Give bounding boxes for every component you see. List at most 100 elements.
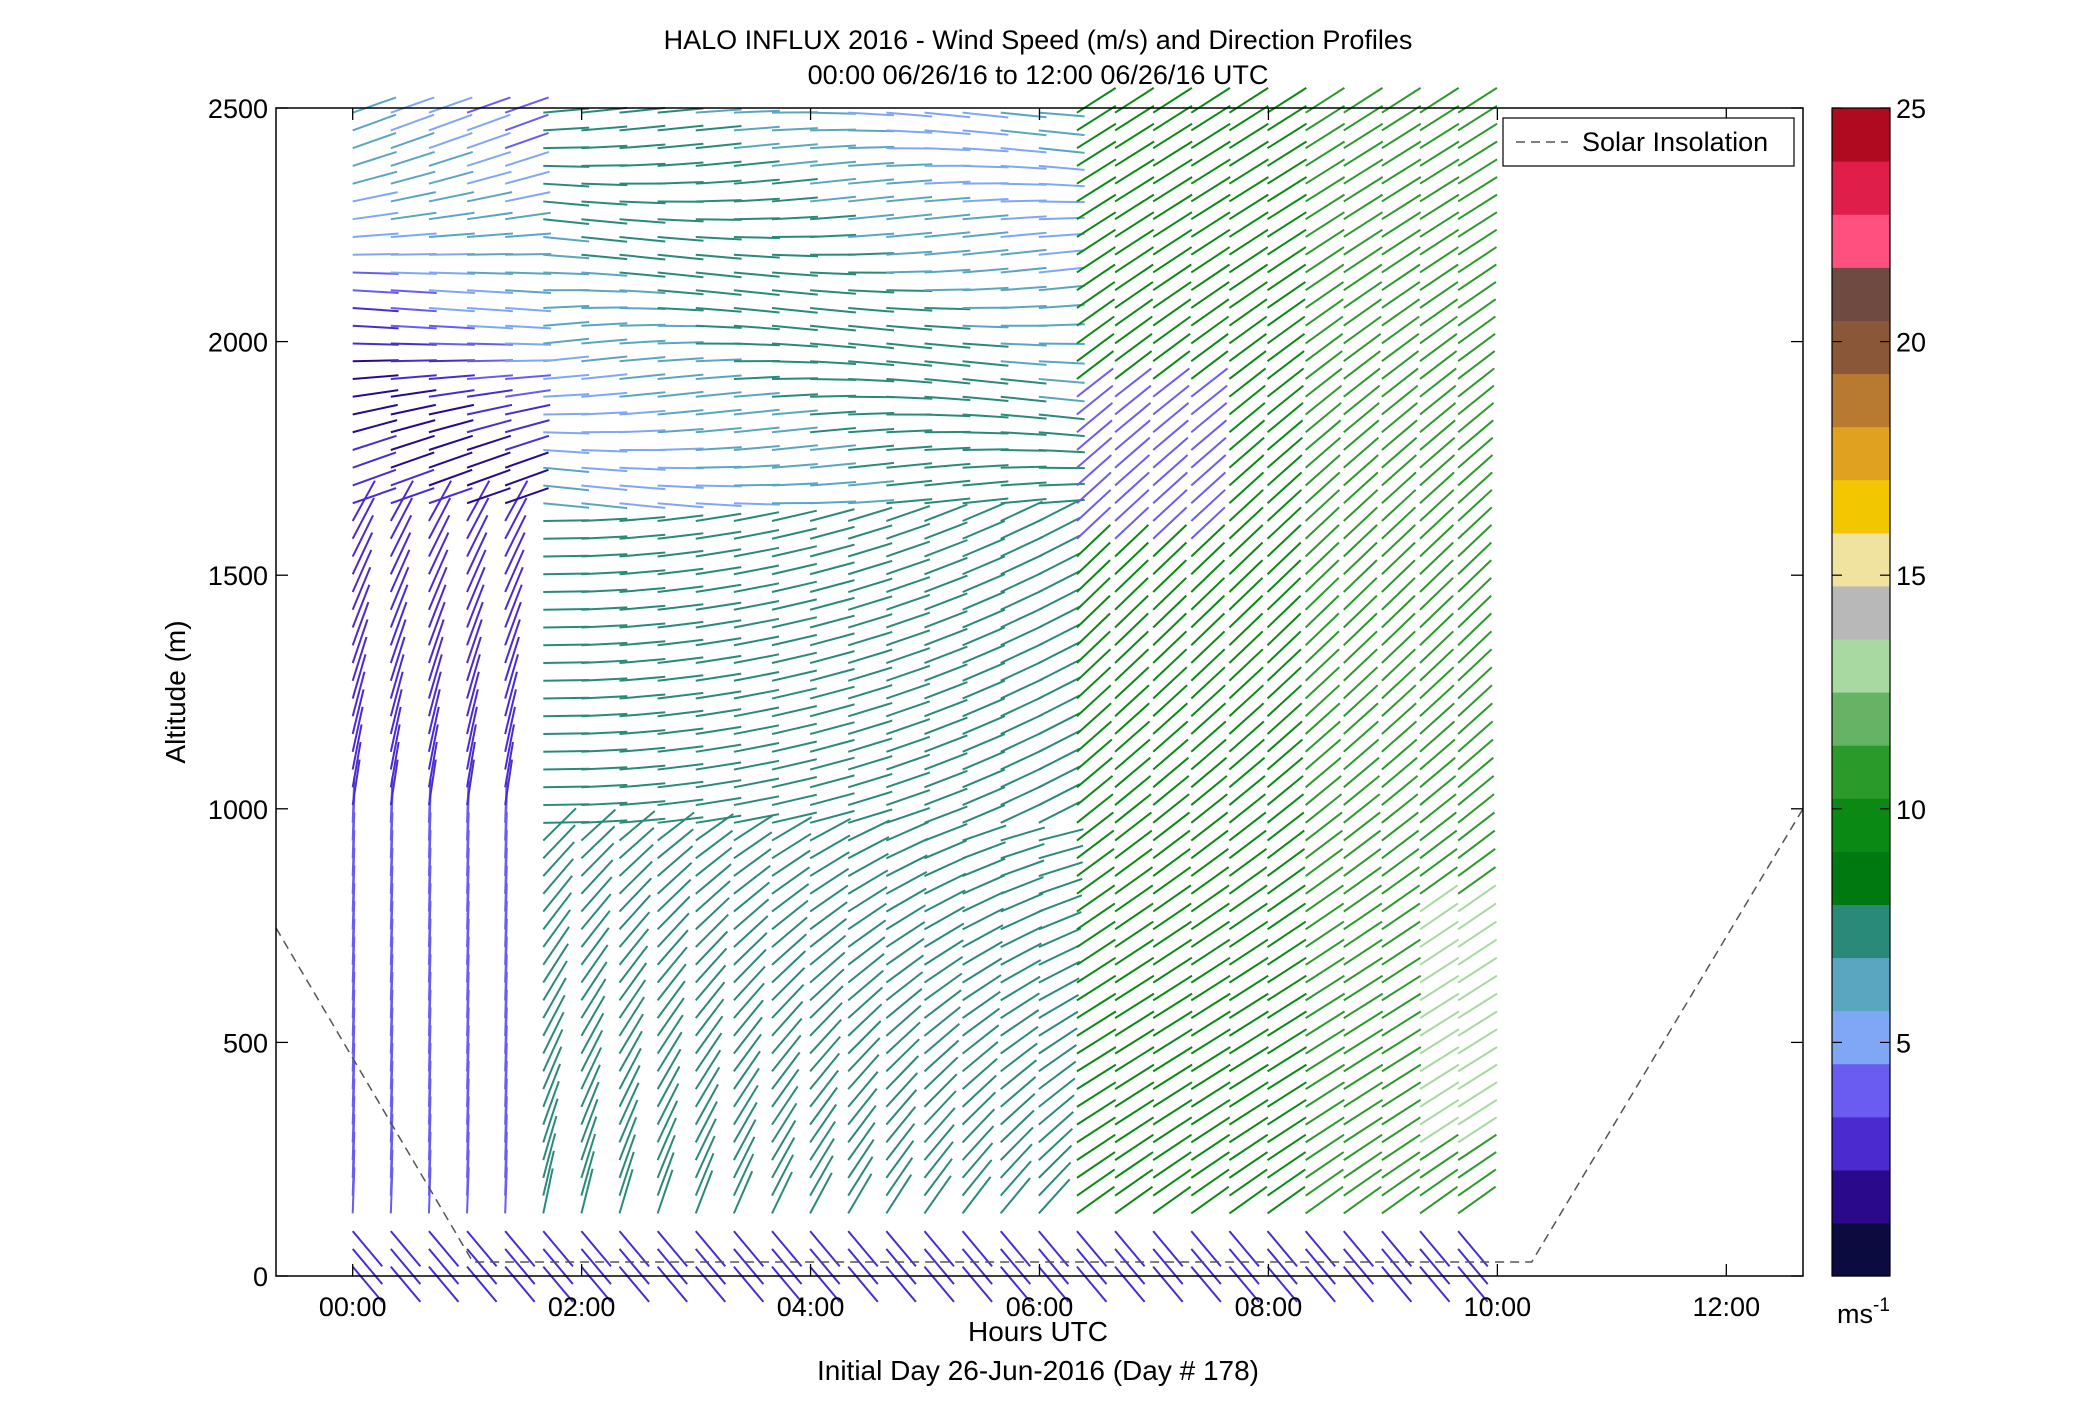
wind-barb [1152,402,1190,434]
wind-barb [504,131,549,150]
wind-barb [656,929,689,966]
wind-barb [1152,246,1193,274]
wind-barb [1228,1028,1269,1055]
wind-barb [1076,811,1114,842]
wind-barb [924,716,968,735]
wind-barb [1000,377,1047,385]
wind-barb [1419,594,1454,629]
wind-barb [656,1117,677,1161]
wind-barb [733,178,780,185]
wind-barb [733,915,769,948]
wind-barb [810,324,857,332]
wind-barb [1000,431,1047,436]
wind-barb [504,532,526,575]
wind-barb [1266,436,1303,469]
wind-barb [771,409,818,416]
wind-barb [1038,552,1081,576]
wind-barb [962,519,1006,540]
wind-barb [543,466,590,473]
wind-barb [1419,829,1458,860]
wind-barb [1343,122,1384,150]
wind-barb [1228,140,1269,167]
wind-barb [390,1230,422,1268]
wind-barb [1114,1168,1154,1197]
wind-barb [771,687,818,700]
wind-barb [694,964,727,1001]
wind-barb [1190,811,1229,842]
wind-barb [1381,1230,1413,1268]
wind-barb [1305,884,1344,913]
wind-barb [733,511,780,522]
wind-barb [427,654,443,699]
colorbar-segment [1832,585,1890,640]
wind-barb [542,1046,563,1090]
wind-barb [428,549,449,593]
wind-barb [619,200,666,205]
wind-barb [810,481,857,487]
wind-barb [656,1248,688,1285]
wind-barb [695,637,742,647]
wind-barb [885,821,929,842]
wind-barb [733,392,780,398]
wind-barb [962,974,1002,1002]
wind-barb [1152,775,1190,806]
wind-barb [771,342,818,348]
wind-barb [1419,489,1455,522]
wind-barb [1038,1127,1074,1161]
wind-barb [1076,1185,1115,1215]
wind-barb [1152,1230,1184,1268]
wind-barb [1000,1059,1038,1090]
wind-barb [581,466,628,473]
wind-barb [1381,298,1421,327]
wind-barb [809,650,855,664]
wind-barb [1000,342,1047,347]
wind-barb [1114,811,1153,842]
wind-barb [962,555,1006,576]
wind-barb [657,428,704,434]
wind-barb [1343,793,1381,824]
wind-barb [848,289,895,294]
wind-barb [428,497,452,540]
colorbar-segment [1832,267,1890,321]
wind-barb [962,732,1006,753]
wind-barb [923,1248,955,1285]
wind-barb [581,570,628,576]
wind-barb [771,178,818,185]
wind-barb [733,289,780,296]
wind-barb [656,1266,688,1303]
wind-barb [694,1032,723,1072]
wind-barb [1419,866,1458,895]
wind-barb [1076,332,1115,363]
wind-barb [962,679,1006,700]
wind-barb [543,502,590,509]
wind-barb [351,566,372,611]
wind-barb [886,682,931,700]
wind-barb [504,480,529,522]
wind-barb [1457,1230,1489,1268]
wind-barb [1228,454,1265,487]
wind-barb [580,825,616,860]
wind-barb [1457,419,1494,451]
wind-barb [581,411,628,416]
wind-barb [1114,1185,1154,1215]
wind-barb [810,342,856,349]
wind-barb [961,1248,993,1285]
wind-barb [1304,720,1341,753]
wind-barb [886,111,933,118]
wind-barb [1343,315,1382,345]
wind-barb [1038,200,1085,204]
wind-barb [1419,811,1457,842]
wind-barb [961,1007,1001,1037]
wind-barb [1381,350,1420,380]
wind-barb [771,967,806,1002]
wind-barb [1228,104,1269,132]
y-axis-label: Altitude (m) [160,620,191,763]
wind-barb [1381,847,1420,877]
wind-barb [809,1086,839,1126]
wind-barb [1305,974,1345,1002]
wind-barb [619,800,666,807]
wind-barb [580,1012,605,1055]
wind-barb [619,658,666,665]
wind-barb [542,1266,574,1303]
wind-barb [924,627,968,647]
